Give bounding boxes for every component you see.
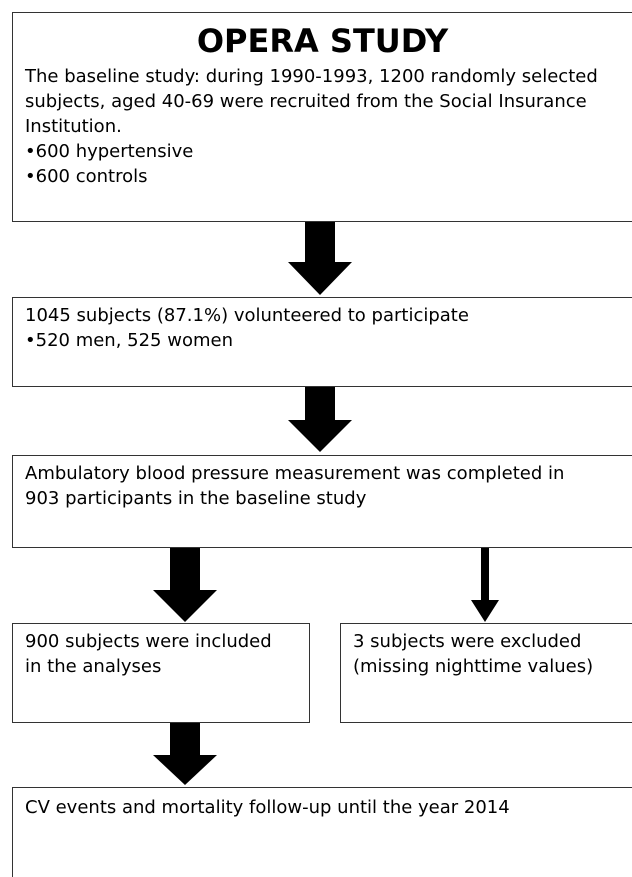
box-text: 903 participants in the baseline study: [25, 488, 367, 509]
box-text: Institution.: [25, 116, 122, 137]
arrow-down: [288, 387, 352, 452]
arrow-down: [288, 222, 352, 295]
box-title: OPERA STUDY: [196, 22, 449, 60]
arrow: [153, 222, 499, 785]
box-text: subjects, aged 40-69 were recruited from…: [25, 91, 587, 112]
box-study: OPERA STUDY The baseline study: during 1…: [12, 12, 632, 222]
arrow-down: [153, 548, 217, 622]
box-text: (missing nighttime values): [353, 656, 594, 677]
box-text: The baseline study: during 1990-1993, 12…: [25, 66, 598, 87]
box-volunteers: 1045 subjects (87.1%) volunteered to par…: [12, 297, 632, 387]
box-text: Ambulatory blood pressure measurement wa…: [25, 463, 565, 484]
box-text: •600 hypertensive: [25, 141, 194, 162]
box-excluded: 3 subjects were excluded (missing nightt…: [340, 623, 632, 723]
box-text: 3 subjects were excluded: [353, 631, 582, 652]
box-text: 900 subjects were included: [25, 631, 272, 652]
box-included: 900 subjects were included in the analys…: [12, 623, 310, 723]
box-abpm: Ambulatory blood pressure measurement wa…: [12, 455, 632, 548]
box-text: in the analyses: [25, 656, 162, 677]
arrow-down: [471, 548, 499, 622]
box-text: CV events and mortality follow-up until …: [25, 797, 510, 818]
arrow-down: [153, 723, 217, 785]
box-text: •600 controls: [25, 166, 148, 187]
box-text: 1045 subjects (87.1%) volunteered to par…: [25, 305, 469, 326]
box-followup: CV events and mortality follow-up until …: [12, 787, 632, 877]
box-text: •520 men, 525 women: [25, 330, 233, 351]
